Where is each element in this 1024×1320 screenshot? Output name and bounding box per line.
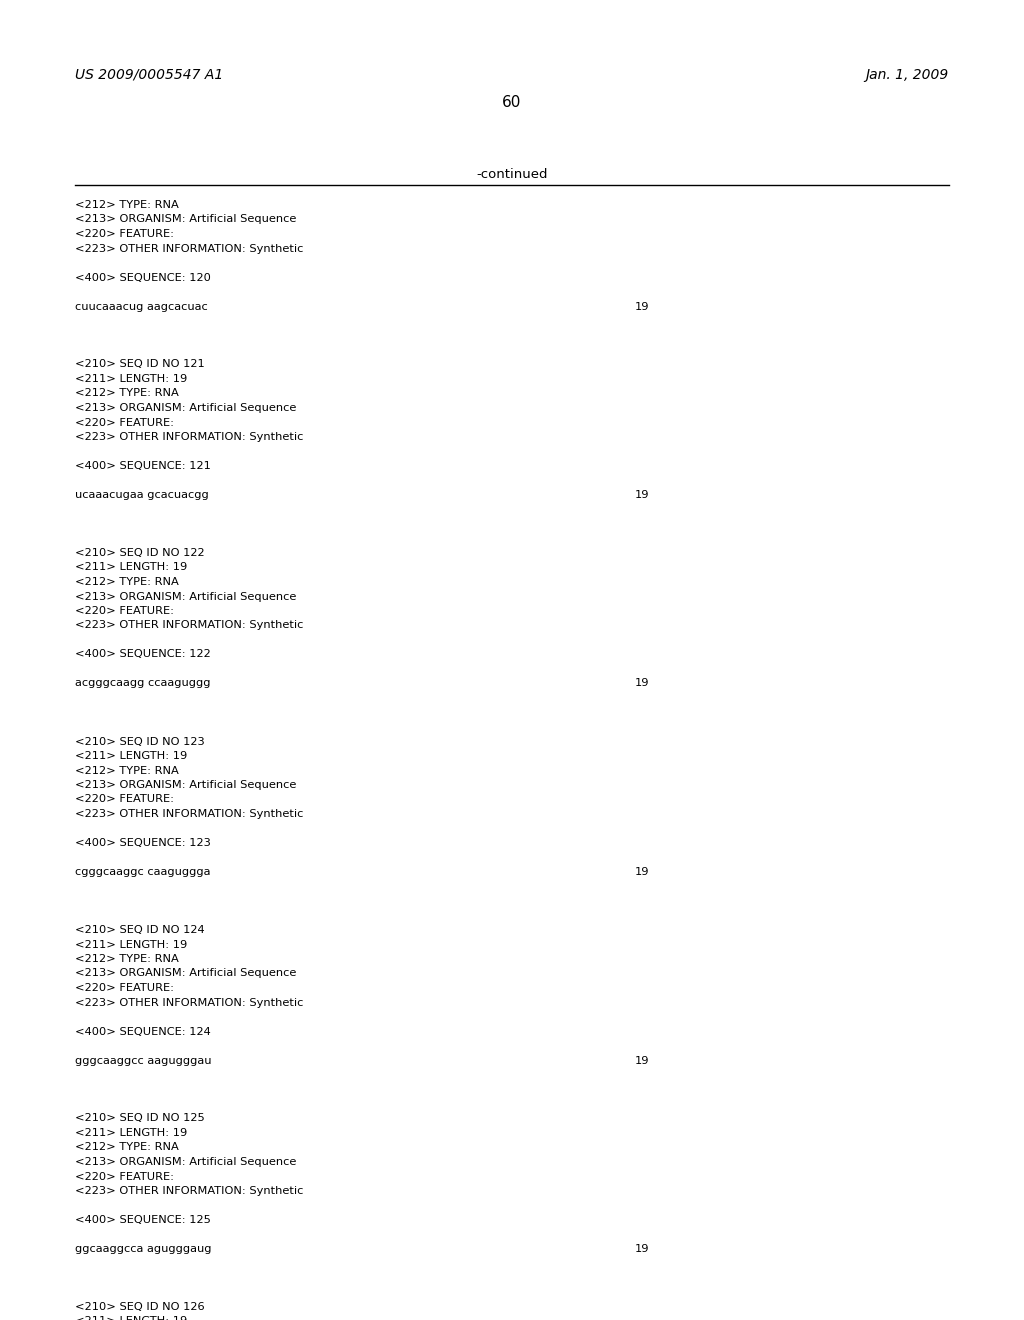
Text: Jan. 1, 2009: Jan. 1, 2009 xyxy=(865,69,949,82)
Text: <220> FEATURE:: <220> FEATURE: xyxy=(75,983,174,993)
Text: ucaaacugaa gcacuacgg: ucaaacugaa gcacuacgg xyxy=(75,490,209,500)
Text: cgggcaaggc caaguggga: cgggcaaggc caaguggga xyxy=(75,867,211,876)
Text: <223> OTHER INFORMATION: Synthetic: <223> OTHER INFORMATION: Synthetic xyxy=(75,432,303,442)
Text: US 2009/0005547 A1: US 2009/0005547 A1 xyxy=(75,69,223,82)
Text: acgggcaagg ccaaguggg: acgggcaagg ccaaguggg xyxy=(75,678,211,689)
Text: <211> LENGTH: 19: <211> LENGTH: 19 xyxy=(75,374,187,384)
Text: <211> LENGTH: 19: <211> LENGTH: 19 xyxy=(75,940,187,949)
Text: <211> LENGTH: 19: <211> LENGTH: 19 xyxy=(75,1129,187,1138)
Text: <211> LENGTH: 19: <211> LENGTH: 19 xyxy=(75,1316,187,1320)
Text: <220> FEATURE:: <220> FEATURE: xyxy=(75,795,174,804)
Text: <223> OTHER INFORMATION: Synthetic: <223> OTHER INFORMATION: Synthetic xyxy=(75,1185,303,1196)
Text: cuucaaacug aagcacuac: cuucaaacug aagcacuac xyxy=(75,301,208,312)
Text: <210> SEQ ID NO 125: <210> SEQ ID NO 125 xyxy=(75,1114,205,1123)
Text: <210> SEQ ID NO 124: <210> SEQ ID NO 124 xyxy=(75,925,205,935)
Text: gggcaaggcc aagugggau: gggcaaggcc aagugggau xyxy=(75,1056,212,1065)
Text: <220> FEATURE:: <220> FEATURE: xyxy=(75,606,174,616)
Text: <223> OTHER INFORMATION: Synthetic: <223> OTHER INFORMATION: Synthetic xyxy=(75,243,303,253)
Text: <213> ORGANISM: Artificial Sequence: <213> ORGANISM: Artificial Sequence xyxy=(75,214,296,224)
Text: <223> OTHER INFORMATION: Synthetic: <223> OTHER INFORMATION: Synthetic xyxy=(75,620,303,631)
Text: ggcaaggcca agugggaug: ggcaaggcca agugggaug xyxy=(75,1243,212,1254)
Text: <213> ORGANISM: Artificial Sequence: <213> ORGANISM: Artificial Sequence xyxy=(75,969,296,978)
Text: -continued: -continued xyxy=(476,168,548,181)
Text: <213> ORGANISM: Artificial Sequence: <213> ORGANISM: Artificial Sequence xyxy=(75,1158,296,1167)
Text: <400> SEQUENCE: 122: <400> SEQUENCE: 122 xyxy=(75,649,211,660)
Text: <213> ORGANISM: Artificial Sequence: <213> ORGANISM: Artificial Sequence xyxy=(75,403,296,413)
Text: 60: 60 xyxy=(503,95,521,110)
Text: 19: 19 xyxy=(635,1056,649,1065)
Text: <212> TYPE: RNA: <212> TYPE: RNA xyxy=(75,954,179,964)
Text: <210> SEQ ID NO 121: <210> SEQ ID NO 121 xyxy=(75,359,205,370)
Text: 19: 19 xyxy=(635,490,649,500)
Text: <400> SEQUENCE: 125: <400> SEQUENCE: 125 xyxy=(75,1214,211,1225)
Text: <220> FEATURE:: <220> FEATURE: xyxy=(75,228,174,239)
Text: <400> SEQUENCE: 120: <400> SEQUENCE: 120 xyxy=(75,272,211,282)
Text: <213> ORGANISM: Artificial Sequence: <213> ORGANISM: Artificial Sequence xyxy=(75,591,296,602)
Text: <220> FEATURE:: <220> FEATURE: xyxy=(75,417,174,428)
Text: 19: 19 xyxy=(635,867,649,876)
Text: <210> SEQ ID NO 126: <210> SEQ ID NO 126 xyxy=(75,1302,205,1312)
Text: <212> TYPE: RNA: <212> TYPE: RNA xyxy=(75,577,179,587)
Text: <212> TYPE: RNA: <212> TYPE: RNA xyxy=(75,201,179,210)
Text: <220> FEATURE:: <220> FEATURE: xyxy=(75,1172,174,1181)
Text: <400> SEQUENCE: 123: <400> SEQUENCE: 123 xyxy=(75,838,211,847)
Text: <213> ORGANISM: Artificial Sequence: <213> ORGANISM: Artificial Sequence xyxy=(75,780,296,789)
Text: <212> TYPE: RNA: <212> TYPE: RNA xyxy=(75,1143,179,1152)
Text: <212> TYPE: RNA: <212> TYPE: RNA xyxy=(75,388,179,399)
Text: <400> SEQUENCE: 121: <400> SEQUENCE: 121 xyxy=(75,461,211,471)
Text: <211> LENGTH: 19: <211> LENGTH: 19 xyxy=(75,562,187,573)
Text: <223> OTHER INFORMATION: Synthetic: <223> OTHER INFORMATION: Synthetic xyxy=(75,809,303,818)
Text: 19: 19 xyxy=(635,678,649,689)
Text: 19: 19 xyxy=(635,1243,649,1254)
Text: <212> TYPE: RNA: <212> TYPE: RNA xyxy=(75,766,179,776)
Text: <210> SEQ ID NO 122: <210> SEQ ID NO 122 xyxy=(75,548,205,558)
Text: <211> LENGTH: 19: <211> LENGTH: 19 xyxy=(75,751,187,762)
Text: <210> SEQ ID NO 123: <210> SEQ ID NO 123 xyxy=(75,737,205,747)
Text: <400> SEQUENCE: 124: <400> SEQUENCE: 124 xyxy=(75,1027,211,1036)
Text: <223> OTHER INFORMATION: Synthetic: <223> OTHER INFORMATION: Synthetic xyxy=(75,998,303,1007)
Text: 19: 19 xyxy=(635,301,649,312)
